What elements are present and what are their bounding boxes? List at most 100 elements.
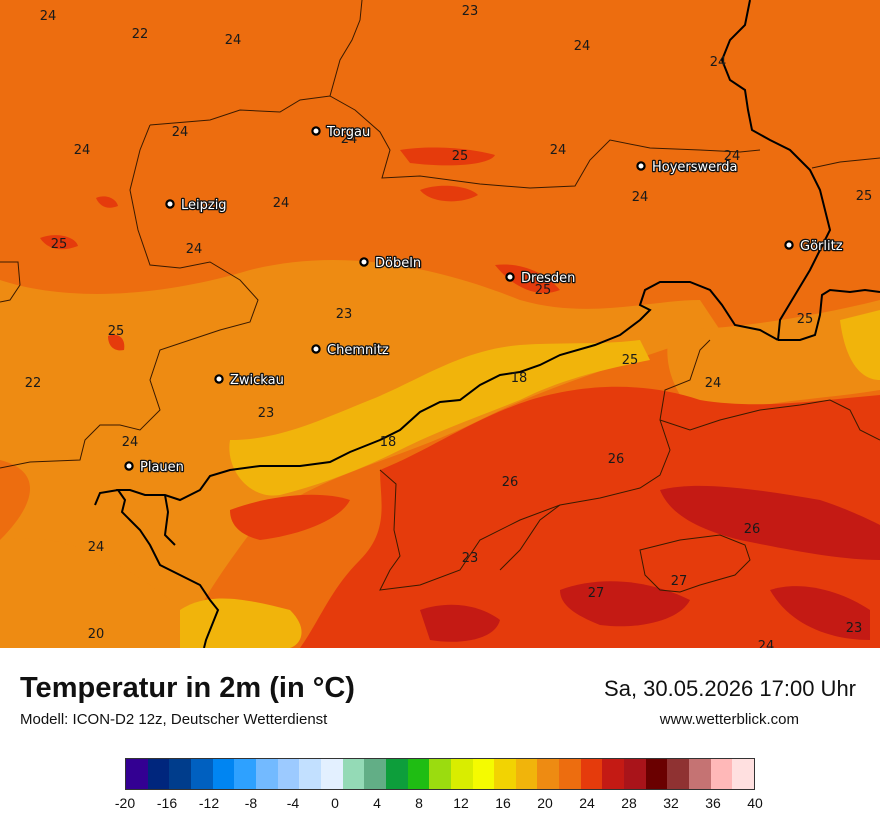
city-label: Torgau <box>326 125 370 140</box>
temperature-map: 24 22 24 23 24 24 24 24 24 25 24 24 24 24 25 24 25 23 25 25… <box>0 0 880 648</box>
temperature-value: 24 <box>186 242 203 257</box>
legend-tick-label: 8 <box>415 795 423 811</box>
legend-swatch <box>429 759 451 789</box>
temperature-value: 24 <box>341 132 358 147</box>
city-label: Chemnitz <box>327 343 389 358</box>
temperature-value: 24 <box>40 9 57 24</box>
legend-tick-label: -20 <box>114 795 136 811</box>
city-label: Hoyerswerda <box>652 160 738 175</box>
legend-swatch <box>450 759 473 789</box>
temperature-value: 23 <box>258 406 275 421</box>
temp-patch-6 <box>108 334 125 351</box>
temperature-value: 24 <box>172 125 189 140</box>
temp-field-18-20-east <box>840 310 880 380</box>
temperature-value: 26 <box>502 475 519 490</box>
forecast-datetime: Sa, 30.05.2026 17:00 Uhr <box>604 676 856 701</box>
legend-swatch <box>472 759 495 789</box>
city-dot-icon <box>359 257 369 267</box>
temp-patch-4 <box>40 235 78 250</box>
temperature-value: 25 <box>535 283 552 298</box>
city-torgau: Torgau <box>311 124 372 141</box>
legend-swatch <box>255 759 278 789</box>
legend-swatch <box>126 759 148 789</box>
legend-swatch <box>299 759 321 789</box>
legend-swatch <box>407 759 430 789</box>
legend-tick-label: 4 <box>373 795 381 811</box>
legend-swatch <box>732 759 755 789</box>
city-dot-icon <box>505 272 515 282</box>
temperature-value: 24 <box>88 540 105 555</box>
city-dot-icon <box>214 374 224 384</box>
city-zwickau: Zwickau <box>214 372 285 389</box>
legend-swatch <box>602 759 625 789</box>
legend-swatch <box>580 759 603 789</box>
legend-tick-label: 20 <box>537 795 553 811</box>
city-hoyerswerda: Hoyerswerda <box>636 159 739 176</box>
temp-patch-1 <box>400 147 495 166</box>
city-label: Döbeln <box>375 256 421 271</box>
temp-field-20-22-east <box>667 300 880 420</box>
city-leipzig: Leipzig <box>165 197 228 214</box>
legend-swatch <box>689 759 711 789</box>
legend-tick-label: 36 <box>705 795 721 811</box>
city-label: Dresden <box>521 271 575 286</box>
legend-swatch <box>190 759 213 789</box>
temp-field-20-22-sw <box>0 538 170 648</box>
temperature-value: 23 <box>462 551 479 566</box>
website-link[interactable]: www.wetterblick.com <box>659 711 799 728</box>
legend-swatch <box>710 759 733 789</box>
temperature-value: 22 <box>132 27 149 42</box>
temperature-value: 24 <box>122 435 139 450</box>
temperature-value: 27 <box>588 586 605 601</box>
legend-swatch <box>169 759 191 789</box>
temp-patch-3 <box>495 264 560 293</box>
city-label: Leipzig <box>181 198 227 213</box>
temperature-value: 25 <box>51 237 68 252</box>
temperature-value: 25 <box>452 149 469 164</box>
model-source: Modell: ICON-D2 12z, Deutscher Wetterdie… <box>20 711 328 728</box>
temp-field-18-20 <box>229 340 650 496</box>
temperature-value: 18 <box>380 435 397 450</box>
city-dot-icon <box>784 240 794 250</box>
temp-field-18-20-sw <box>180 598 302 648</box>
city-markers: Torgau Hoyerswerda Leipzig Döbeln Dresden Gör… <box>124 124 844 476</box>
legend-swatch <box>234 759 256 789</box>
temp-field-26-28-a <box>660 485 880 560</box>
temp-field-26-28-d <box>770 586 870 640</box>
city-dot-icon <box>311 344 321 354</box>
temperature-value: 25 <box>856 189 873 204</box>
temperature-value: 24 <box>710 55 727 70</box>
temperature-value: 25 <box>108 324 125 339</box>
temperature-value: 23 <box>846 621 863 636</box>
city-label: Zwickau <box>230 373 284 388</box>
temperature-value: 27 <box>671 574 688 589</box>
color-legend <box>125 758 755 790</box>
temp-patch-2 <box>420 185 478 202</box>
legend-tick-label: 0 <box>331 795 339 811</box>
temperature-value: 24 <box>574 39 591 54</box>
legend-tick-labels: -20 -16 -12 -8 -4 0 4 8 12 16 20 24 28 32 36 40 <box>115 795 763 813</box>
temperature-value: 20 <box>88 627 105 642</box>
city-dot-icon <box>165 199 175 209</box>
map-title: Temperatur in 2m (in °C) <box>20 672 355 704</box>
temperature-value: 22 <box>25 376 42 391</box>
temperature-value: 24 <box>632 190 649 205</box>
legend-swatch <box>277 759 300 789</box>
city-label: Görlitz <box>800 239 843 254</box>
legend-tick-label: -12 <box>198 795 220 811</box>
temperature-value: 23 <box>336 307 353 322</box>
temperature-value: 26 <box>744 522 761 537</box>
temperature-value: 23 <box>462 4 479 19</box>
legend-tick-label: -8 <box>244 795 258 811</box>
legend-tick-label: 24 <box>579 795 595 811</box>
temperature-value: 24 <box>758 639 775 648</box>
temperature-value: 18 <box>511 371 528 386</box>
legend-tick-label: -16 <box>156 795 178 811</box>
district-boundaries <box>0 0 880 593</box>
city-plauen: Plauen <box>124 459 185 476</box>
legend-swatch <box>537 759 560 789</box>
temp-field-26-28-b <box>560 581 690 627</box>
legend-tick-label: 32 <box>663 795 679 811</box>
legend-swatch <box>645 759 668 789</box>
temp-field-26-28-c <box>420 604 500 642</box>
